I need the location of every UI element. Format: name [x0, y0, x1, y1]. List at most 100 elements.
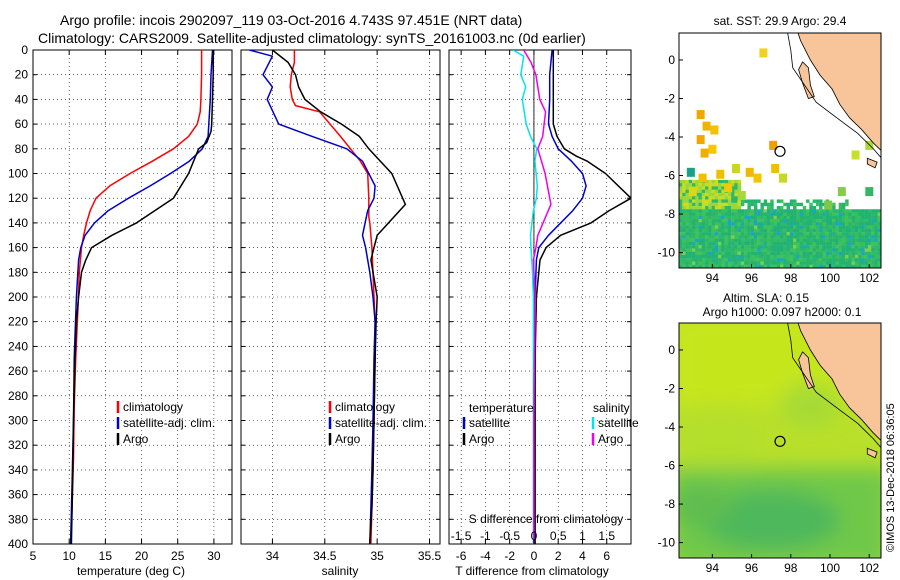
sst-cell	[773, 245, 777, 249]
sst-cell	[701, 199, 706, 203]
sst-cell	[780, 219, 784, 223]
sst-cell	[770, 228, 774, 233]
sst-cell	[753, 258, 758, 262]
sst-cell	[734, 192, 738, 197]
sst-cell	[757, 251, 761, 256]
sst-cell	[711, 205, 716, 210]
sst-cell	[854, 209, 859, 213]
sst-cell	[828, 228, 833, 233]
sst-cell	[783, 228, 787, 233]
sst-cell	[802, 232, 807, 236]
sst-cell	[874, 261, 878, 265]
series-line-t-argo	[534, 50, 631, 544]
sst-cell	[835, 245, 839, 249]
sst-cell	[838, 222, 843, 226]
sst-cell	[724, 192, 729, 197]
sst-cell	[773, 209, 777, 213]
sst-cell	[701, 245, 706, 249]
sst-cell	[731, 248, 735, 252]
sst-cell	[701, 186, 706, 190]
sst-cell	[848, 232, 852, 236]
sst-cell	[724, 248, 729, 252]
sst-cell	[705, 205, 709, 210]
sst-cell	[701, 254, 706, 259]
sst-cell	[750, 241, 755, 246]
sst-cell	[714, 261, 719, 265]
salinity-series	[249, 50, 407, 544]
sst-cell	[718, 189, 722, 194]
sst-cell	[793, 209, 797, 213]
sst-cell	[744, 219, 748, 223]
sst-cell	[822, 232, 826, 236]
sst-cell	[789, 261, 794, 265]
imos-watermark: ©IMOS 13-Dec-2018 06:36:05	[885, 403, 897, 552]
sst-cell	[796, 245, 800, 249]
sst-cell	[685, 225, 689, 230]
sst-cell	[734, 196, 738, 200]
sst-cell	[802, 228, 807, 233]
sst-cell	[727, 238, 732, 243]
depth-tick-label: 240	[8, 339, 28, 353]
sst-cell	[838, 205, 843, 210]
sst-cell	[705, 212, 709, 216]
legend-argo-label: Argo	[335, 432, 361, 446]
sst-cell	[825, 222, 830, 226]
sst-cell	[770, 258, 774, 262]
sst-cell	[698, 235, 703, 239]
sst-cell	[679, 261, 683, 265]
sst-cell	[695, 199, 699, 203]
sst-cell	[705, 245, 709, 249]
sst-cell	[753, 215, 758, 220]
sst-cell	[734, 222, 738, 226]
sst-cell	[773, 232, 777, 236]
sst-cell	[806, 209, 810, 213]
sst-cell	[786, 245, 790, 249]
sst-cell	[695, 222, 699, 226]
sst-cell	[776, 205, 781, 210]
sst-cell	[770, 209, 774, 213]
sst-cell	[737, 232, 742, 236]
lon-tick-label: 102	[859, 561, 879, 575]
sst-cell	[721, 215, 725, 220]
sst-cell	[841, 261, 846, 265]
sst-cell	[708, 179, 712, 184]
sst-cell	[714, 254, 719, 259]
lat-tick-label: -4	[664, 420, 675, 434]
sst-cell	[731, 251, 735, 256]
x-tick-label: -4	[480, 549, 491, 563]
sst-cell	[727, 209, 732, 213]
sst-cell	[824, 200, 833, 210]
sst-cell	[750, 261, 755, 265]
sst-cell	[744, 241, 748, 246]
sst-cell	[871, 215, 875, 220]
lon-tick-label: 96	[745, 271, 759, 285]
sst-cell	[835, 225, 839, 230]
sst-cell	[688, 254, 693, 259]
sst-cell	[698, 248, 703, 252]
sst-cell	[848, 264, 852, 268]
sst-cell	[809, 245, 813, 249]
sst-cell	[828, 261, 833, 265]
sst-cell	[747, 251, 751, 256]
sst-cell	[685, 179, 689, 184]
sst-cell	[838, 215, 843, 220]
sst-cell	[845, 228, 849, 233]
sst-cell	[711, 238, 716, 243]
sst-cell	[825, 235, 830, 239]
sst-cell	[832, 209, 836, 213]
temperature-grid	[32, 49, 232, 545]
sst-cell	[845, 202, 849, 207]
sst-cell	[854, 222, 859, 226]
sst-cell	[793, 238, 797, 243]
sst-cell	[799, 202, 804, 207]
sst-cell	[711, 196, 716, 200]
sst-cell	[740, 215, 745, 220]
sst-cell	[851, 225, 856, 230]
sst-cell	[799, 251, 804, 256]
depth-tick-label: 140	[8, 216, 28, 230]
sst-cell	[783, 219, 787, 223]
sst-cell	[822, 209, 826, 213]
sst-cell	[822, 238, 826, 243]
sst-cell	[796, 241, 800, 246]
